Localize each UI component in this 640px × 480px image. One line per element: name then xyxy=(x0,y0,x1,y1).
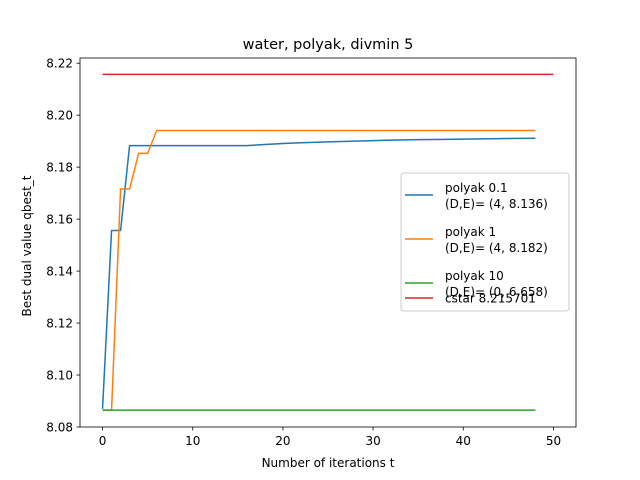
chart-title: water, polyak, divmin 5 xyxy=(243,37,414,53)
legend-label-2: (D,E)= (4, 8.182) xyxy=(445,241,548,255)
y-tick-label: 8.12 xyxy=(46,316,73,330)
y-tick-label: 8.08 xyxy=(46,420,73,434)
x-tick-label: 30 xyxy=(365,434,380,448)
y-tick-label: 8.14 xyxy=(46,264,73,278)
x-tick-label: 10 xyxy=(185,434,200,448)
x-tick-label: 0 xyxy=(99,434,107,448)
legend-label-1: polyak 0.1 xyxy=(445,181,508,195)
y-tick-label: 8.18 xyxy=(46,160,73,174)
legend-label-3: (D,E)= (0, 6.658) xyxy=(445,285,548,299)
y-tick-label: 8.20 xyxy=(46,108,73,122)
legend-box xyxy=(400,172,570,312)
axes: 0 10 20 30 40 50 8.08 8.10 8.12 8.14 8.16 8.18 8.20 8… xyxy=(46,56,577,448)
y-tick-label: 8.22 xyxy=(46,56,73,70)
x-axis-title: Number of iterations t xyxy=(262,456,395,470)
x-tick-label: 40 xyxy=(456,434,471,448)
legend-label-1: (D,E)= (4, 8.136) xyxy=(445,197,548,211)
y-axis-title: Best dual value qbest_t xyxy=(20,175,34,316)
legend-label-3: polyak 10 xyxy=(445,269,504,283)
plot-area xyxy=(101,73,554,411)
legend-label-2: polyak 1 xyxy=(445,225,496,239)
y-tick-label: 8.16 xyxy=(46,212,73,226)
y-tick-label: 8.10 xyxy=(46,368,73,382)
axes-frame xyxy=(79,57,577,428)
x-tick-label: 20 xyxy=(275,434,290,448)
series-line-2 xyxy=(102,129,536,411)
x-tick-label: 50 xyxy=(546,434,561,448)
series-line-1 xyxy=(101,137,536,409)
legend-label-4: cstar 8.215701 xyxy=(445,291,536,305)
legend: polyak 0.1 (D,E)= (4, 8.136) polyak 1 (D,E)… xyxy=(400,172,570,312)
